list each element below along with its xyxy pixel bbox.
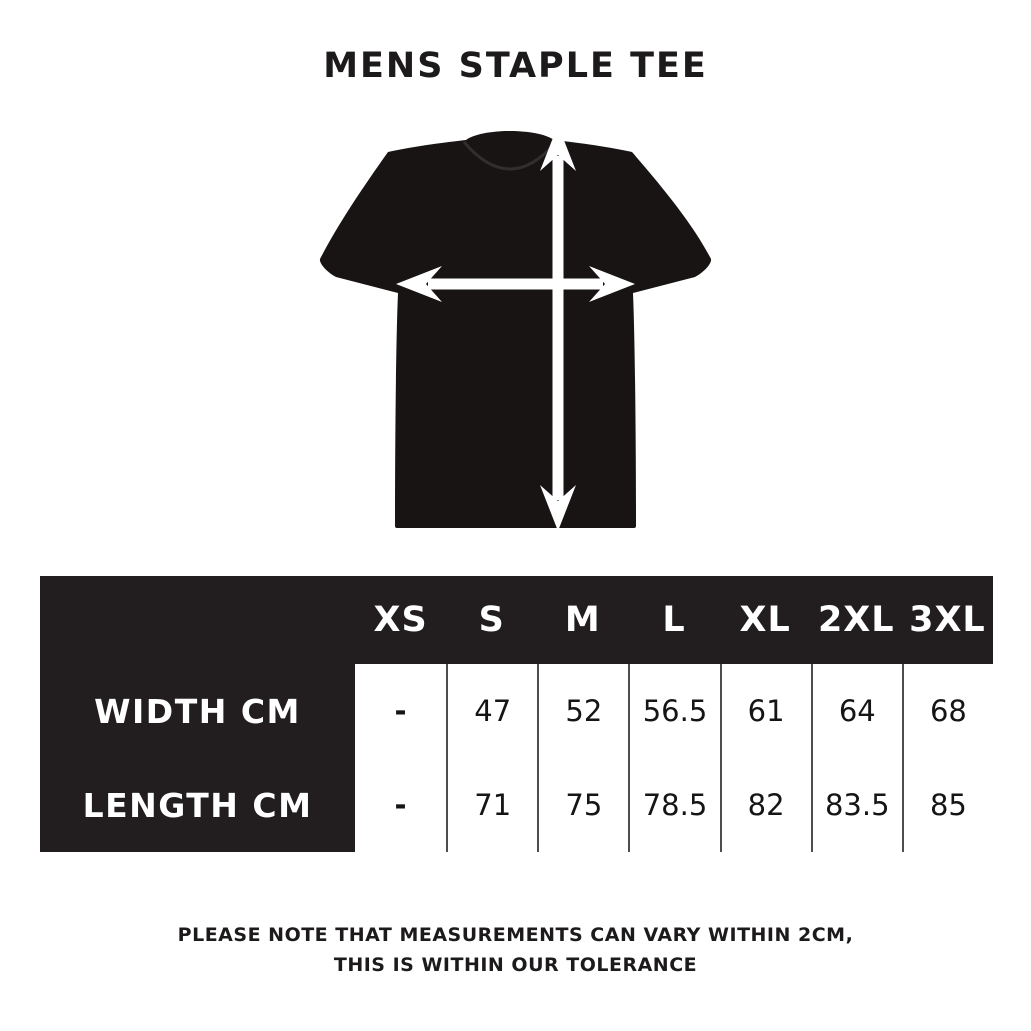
width-row-label: WIDTH CM [94,691,301,731]
width-value-3xl: 68 [901,664,993,758]
collar-seam [462,141,558,171]
table-label-panel [40,576,355,852]
size-header-2xl: 2XL [817,600,895,640]
width-value-m: 52 [537,664,628,758]
size-column-headers: XS S M L XL 2XL 3XL [355,576,993,664]
length-value-m: 75 [537,758,628,852]
width-value-xl: 61 [719,664,811,758]
length-value-xl: 82 [719,758,811,852]
size-header-l: L [662,600,686,640]
tolerance-note-line2: THIS IS WITHIN OUR TOLERANCE [333,954,698,976]
length-row-label: LENGTH CM [82,785,313,825]
width-value-xs: - [394,694,407,728]
length-value-s: 71 [446,758,537,852]
width-value-l: 56.5 [628,664,719,758]
width-arrow-icon [396,266,635,302]
page-title: MENS STAPLE TEE [323,46,708,86]
width-value-2xl: 64 [810,664,902,758]
size-header-3xl: 3XL [909,600,986,640]
width-value-s: 47 [446,664,537,758]
measurement-row-labels: WIDTH CM LENGTH CM [40,664,355,852]
length-value-2xl: 83.5 [810,758,902,852]
size-table: XS S M L XL 2XL 3XL WIDTH CM LENGTH CM -… [40,576,993,852]
measurement-values-grid: - 47 52 56.5 61 64 68 - 71 75 78.5 82 83… [355,664,993,852]
size-header-xl: XL [739,600,791,640]
size-header-xs: XS [373,600,428,640]
tolerance-note: PLEASE NOTE THAT MEASUREMENTS CAN VARY W… [0,920,1031,980]
length-value-l: 78.5 [628,758,719,852]
length-arrow-icon [540,125,576,531]
length-value-xs: - [394,788,407,822]
length-value-3xl: 85 [901,758,993,852]
size-header-s: S [478,600,505,640]
tolerance-note-line1: PLEASE NOTE THAT MEASUREMENTS CAN VARY W… [177,924,854,946]
size-header-m: M [564,600,601,640]
tshirt-illustration [319,131,712,528]
